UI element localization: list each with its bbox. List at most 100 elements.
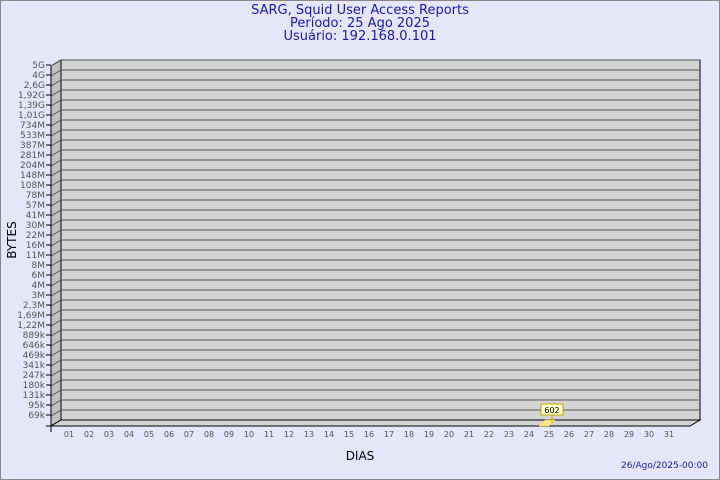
grid-diagonal: [50, 169, 62, 177]
x-tick-label: 03: [104, 430, 114, 439]
grid-diagonal: [50, 149, 62, 157]
y-tick-label: 57M: [26, 201, 45, 211]
grid-diagonal: [50, 409, 62, 417]
grid-diagonal: [50, 119, 62, 127]
x-tick-label: 21: [464, 430, 474, 439]
y-tick-label: 180k: [23, 381, 46, 391]
y-tick-label: 108M: [20, 181, 45, 191]
y-tick-label: 4G: [32, 71, 45, 81]
grid-diagonal: [50, 109, 62, 117]
x-tick-label: 14: [324, 430, 334, 439]
x-tick-label: 30: [644, 430, 654, 439]
grid-diagonal: [50, 59, 62, 67]
y-tick-label: 2,3M: [23, 301, 45, 311]
y-tick-label: 1,92G: [18, 91, 45, 101]
y-tick-label: 148M: [20, 171, 45, 181]
x-tick-label: 15: [344, 430, 354, 439]
grid-diagonal: [50, 129, 62, 137]
grid-diagonal: [50, 179, 62, 187]
data-label-box: [540, 403, 564, 416]
x-tick-label: 19: [424, 430, 434, 439]
grid-diagonal: [50, 89, 62, 97]
grid-diagonal: [50, 329, 62, 337]
y-tick-label: 41M: [26, 211, 45, 221]
y-tick-label: 3M: [32, 291, 46, 301]
grid-diagonal: [50, 299, 62, 307]
grid-diagonal: [50, 319, 62, 327]
y-tick-label: 1,39G: [18, 101, 45, 111]
x-tick-label: 29: [624, 430, 634, 439]
grid-diagonal: [50, 369, 62, 377]
y-tick-label: 533M: [20, 131, 45, 141]
y-tick-label: 6M: [32, 271, 46, 281]
x-tick-label: 28: [604, 430, 614, 439]
y-tick-label: 341k: [23, 361, 46, 371]
y-tick-label: 1,69M: [17, 311, 45, 321]
generated-timestamp: 26/Ago/2025-00:00: [621, 461, 708, 471]
x-tick-label: 24: [524, 430, 534, 439]
y-axis-title: BYTES: [5, 221, 19, 258]
y-tick-label: 646k: [23, 341, 46, 351]
y-tick-label: 69k: [28, 411, 45, 421]
chart-user: Usuário: 192.168.0.101: [283, 29, 437, 44]
x-tick-label: 17: [384, 430, 394, 439]
x-tick-label: 04: [124, 430, 134, 439]
y-tick-label: 30M: [26, 221, 45, 231]
y-tick-label: 22M: [26, 231, 45, 241]
grid-diagonal: [50, 159, 62, 167]
y-tick-label: 78M: [26, 191, 45, 201]
y-tick-label: 204M: [20, 161, 45, 171]
y-tick-label: 1,22M: [17, 321, 45, 331]
y-tick-label: 8M: [32, 261, 46, 271]
x-tick-label: 26: [564, 430, 574, 439]
grid-diagonal: [50, 99, 62, 107]
grid-diagonal: [50, 379, 62, 387]
y-tick-label: 2,6G: [24, 81, 45, 91]
grid-diagonal: [50, 349, 62, 357]
x-tick-label: 05: [144, 430, 154, 439]
x-tick-label: 27: [584, 430, 594, 439]
grid-diagonal: [50, 259, 62, 267]
y-tick-label: 1,01G: [18, 111, 45, 121]
x-tick-label: 09: [224, 430, 234, 439]
y-tick-label: 11M: [26, 251, 45, 261]
x-tick-label: 12: [284, 430, 294, 439]
grid-diagonal: [50, 229, 62, 237]
y-tick-label: 95k: [28, 401, 45, 411]
x-tick-label: 08: [204, 430, 214, 439]
grid-diagonal: [50, 219, 62, 227]
y-tick-label: 247k: [23, 371, 46, 381]
y-tick-label: 281M: [20, 151, 45, 161]
x-tick-label: 02: [84, 430, 94, 439]
grid-diagonal: [50, 269, 62, 277]
x-tick-label: 31: [664, 430, 674, 439]
x-tick-label: 16: [364, 430, 374, 439]
x-axis-title: DIAS: [346, 449, 375, 463]
chart-period: Período: 25 Ago 2025: [290, 16, 430, 31]
grid-diagonal: [50, 389, 62, 397]
grid-diagonal: [50, 189, 62, 197]
x-tick-label: 06: [164, 430, 174, 439]
grid-diagonal: [50, 279, 62, 287]
x-tick-label: 10: [244, 430, 254, 439]
y-tick-label: 734M: [20, 121, 45, 131]
x-tick-label: 11: [264, 430, 274, 439]
x-tick-label: 23: [504, 430, 514, 439]
x-tick-label: 22: [484, 430, 494, 439]
data-label: 602: [544, 406, 559, 415]
x-tick-label: 07: [184, 430, 194, 439]
x-tick-label: 13: [304, 430, 314, 439]
grid-diagonal: [50, 79, 62, 87]
grid-diagonal: [50, 289, 62, 297]
grid-diagonal: [50, 249, 62, 257]
y-tick-label: 16M: [26, 241, 45, 251]
grid-diagonal: [50, 239, 62, 247]
grid-diagonal: [50, 69, 62, 77]
grid-diagonal: [50, 199, 62, 207]
grid-diagonal: [50, 359, 62, 367]
chart-title: SARG, Squid User Access Reports: [251, 3, 469, 18]
x-tick-label: 18: [404, 430, 414, 439]
grid-diagonal: [50, 139, 62, 147]
y-tick-label: 5G: [32, 61, 45, 71]
y-tick-label: 889k: [23, 331, 46, 341]
